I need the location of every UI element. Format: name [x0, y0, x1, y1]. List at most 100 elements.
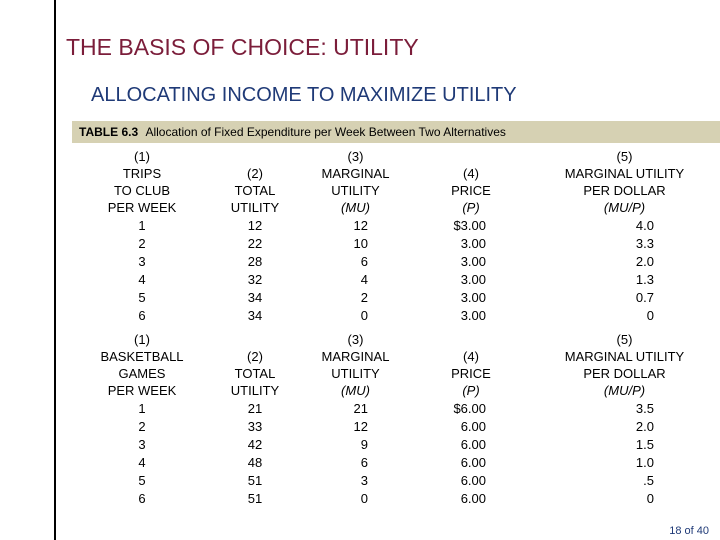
table-cell: 1.0 — [635, 455, 654, 470]
table-cell: 6.00 — [460, 455, 486, 470]
column-header-line: (MU) — [341, 383, 370, 398]
column-header-line: (1) — [134, 149, 150, 164]
table-cell: 22 — [247, 236, 263, 251]
table-cell: 3.5 — [635, 401, 654, 416]
column-total-utility: (2) TOTAL UTILITY 12 22 28 32 34 34 — [212, 146, 298, 325]
column-header: (5) MARGINAL UTILITY PER DOLLAR (MU/P) — [529, 146, 720, 217]
table-caption-bar: TABLE 6.3 Allocation of Fixed Expenditur… — [72, 121, 720, 143]
table-cell: 4 — [360, 272, 368, 287]
table-cell: 2 — [138, 419, 146, 434]
table-columns: (1) BASKETBALL GAMES PER WEEK 1 2 3 4 5 6 (2) TOTAL… — [72, 329, 720, 508]
table-cell: 3 — [360, 473, 368, 488]
table-cell: $6.00 — [453, 401, 486, 416]
table-cell: 1 — [138, 218, 146, 233]
table-caption-text: Allocation of Fixed Expenditure per Week… — [145, 125, 506, 139]
table-cell: 2 — [138, 236, 146, 251]
table-cell: 4.0 — [635, 218, 654, 233]
column-header: (1) BASKETBALL GAMES PER WEEK — [72, 329, 212, 400]
table-cell: 6.00 — [460, 437, 486, 452]
table-cell: 51 — [247, 491, 263, 506]
slide-title: THE BASIS OF CHOICE: UTILITY — [66, 34, 419, 60]
column-total-utility: (2) TOTAL UTILITY 21 33 42 48 51 51 — [212, 329, 298, 508]
table-cell: 3 — [138, 254, 146, 269]
column-mu-per-dollar: (5) MARGINAL UTILITY PER DOLLAR (MU/P) 3.5 2.… — [529, 329, 720, 508]
column-header-line: (2) — [247, 166, 263, 181]
column-quantity: (1) TRIPS TO CLUB PER WEEK 1 2 3 4 5 6 — [72, 146, 212, 325]
table-cell: 32 — [247, 272, 263, 287]
column-header-line: UTILITY — [230, 383, 280, 398]
column-header: (2) TOTAL UTILITY — [212, 329, 298, 400]
table-cell: 2 — [360, 290, 368, 305]
table-cell: 6.00 — [460, 419, 486, 434]
column-header-line: BASKETBALL — [100, 349, 184, 364]
column-header-line: GAMES — [118, 366, 166, 381]
table-cell: 0 — [646, 308, 654, 323]
column-header-line: PER WEEK — [107, 200, 177, 215]
column-mu-per-dollar: (5) MARGINAL UTILITY PER DOLLAR (MU/P) 4.0 3.… — [529, 146, 720, 325]
table-cell: 6 — [360, 455, 368, 470]
table-cell: 34 — [247, 290, 263, 305]
table-cell: 3.00 — [460, 236, 486, 251]
table-cell: 4 — [138, 455, 146, 470]
table-cell: 3.00 — [460, 272, 486, 287]
column-header-line: MARGINAL UTILITY — [564, 166, 685, 181]
table-cell: 2.0 — [635, 254, 654, 269]
table-cell: 6 — [360, 254, 368, 269]
column-marginal-utility: (3) MARGINAL UTILITY (MU) 12 10 6 4 2 0 — [298, 146, 413, 325]
column-header-line: UTILITY — [230, 200, 280, 215]
table-cell: 1.5 — [635, 437, 654, 452]
column-header-line: (2) — [247, 349, 263, 364]
column-header-line: (P) — [462, 383, 480, 398]
column-header-line: PRICE — [451, 366, 491, 381]
table-columns: (1) TRIPS TO CLUB PER WEEK 1 2 3 4 5 6 (2) TOTAL UTI… — [72, 146, 720, 325]
column-header-line: (MU/P) — [603, 383, 646, 398]
column-header-line: TOTAL — [234, 366, 276, 381]
table-cell: 3.3 — [635, 236, 654, 251]
table-cell: 4 — [138, 272, 146, 287]
table-cell: 21 — [353, 401, 368, 416]
table-cell: 51 — [247, 473, 263, 488]
left-divider-line — [54, 0, 56, 540]
table-cell: 48 — [247, 455, 263, 470]
column-header-line: PER DOLLAR — [583, 183, 666, 198]
column-price: (4) PRICE (P) $3.00 3.00 3.00 3.00 3.00 3.00 — [413, 146, 529, 325]
table-cell: 12 — [353, 419, 368, 434]
column-header: (2) TOTAL UTILITY — [212, 146, 298, 217]
column-price: (4) PRICE (P) $6.00 6.00 6.00 6.00 6.00 6.00 — [413, 329, 529, 508]
table-cell: 0 — [360, 308, 368, 323]
table-cell: 6 — [138, 491, 146, 506]
column-header-line: UTILITY — [331, 183, 380, 198]
column-header-line: TO CLUB — [113, 183, 171, 198]
column-header: (3) MARGINAL UTILITY (MU) — [298, 146, 413, 217]
table-cell: 3.00 — [460, 308, 486, 323]
table-cell: 6.00 — [460, 473, 486, 488]
column-header: (3) MARGINAL UTILITY (MU) — [298, 329, 413, 400]
table-cell: 1.3 — [635, 272, 654, 287]
column-header-line: (5) — [616, 332, 633, 347]
column-header-line: MARGINAL UTILITY — [564, 349, 685, 364]
table-cell: 2.0 — [635, 419, 654, 434]
table-cell: 12 — [353, 218, 368, 233]
column-header-line: UTILITY — [331, 366, 380, 381]
table-cell: 3.00 — [460, 290, 486, 305]
table-cell: 28 — [247, 254, 263, 269]
column-header-line: (4) — [463, 349, 479, 364]
table-cell: .5 — [643, 473, 654, 488]
column-header-line: (3) — [347, 332, 364, 347]
column-header-line: (5) — [616, 149, 633, 164]
column-header: (4) PRICE (P) — [413, 329, 529, 400]
column-header-line: PRICE — [451, 183, 491, 198]
column-header-line: (MU) — [341, 200, 370, 215]
column-header-line: (MU/P) — [603, 200, 646, 215]
table-cell: 0 — [646, 491, 654, 506]
basketball-games-table: (1) BASKETBALL GAMES PER WEEK 1 2 3 4 5 6 (2) TOTAL… — [72, 329, 720, 508]
table-cell: 3.00 — [460, 254, 486, 269]
column-header-line: (P) — [462, 200, 480, 215]
column-header-line: MARGINAL — [321, 166, 390, 181]
column-header: (1) TRIPS TO CLUB PER WEEK — [72, 146, 212, 217]
table-cell: 0 — [360, 491, 368, 506]
table-cell: 42 — [247, 437, 263, 452]
table-cell: 9 — [360, 437, 368, 452]
table-cell: 34 — [247, 308, 263, 323]
table-number: TABLE 6.3 — [79, 125, 139, 139]
